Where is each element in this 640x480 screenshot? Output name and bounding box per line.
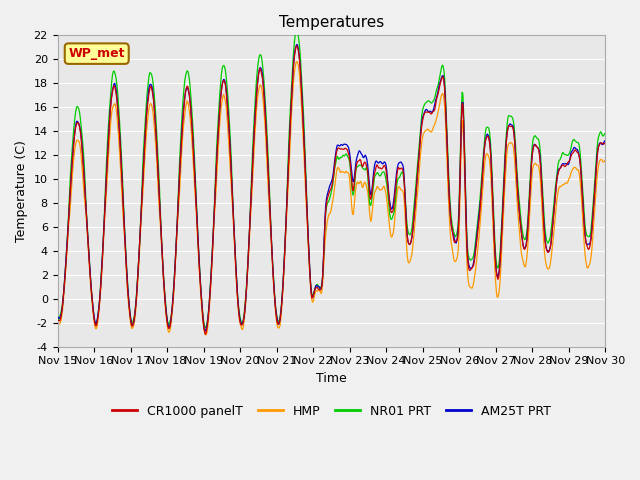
Text: WP_met: WP_met — [68, 47, 125, 60]
Title: Temperatures: Temperatures — [279, 15, 384, 30]
X-axis label: Time: Time — [316, 372, 347, 385]
Legend: CR1000 panelT, HMP, NR01 PRT, AM25T PRT: CR1000 panelT, HMP, NR01 PRT, AM25T PRT — [107, 400, 556, 423]
Y-axis label: Temperature (C): Temperature (C) — [15, 140, 28, 242]
